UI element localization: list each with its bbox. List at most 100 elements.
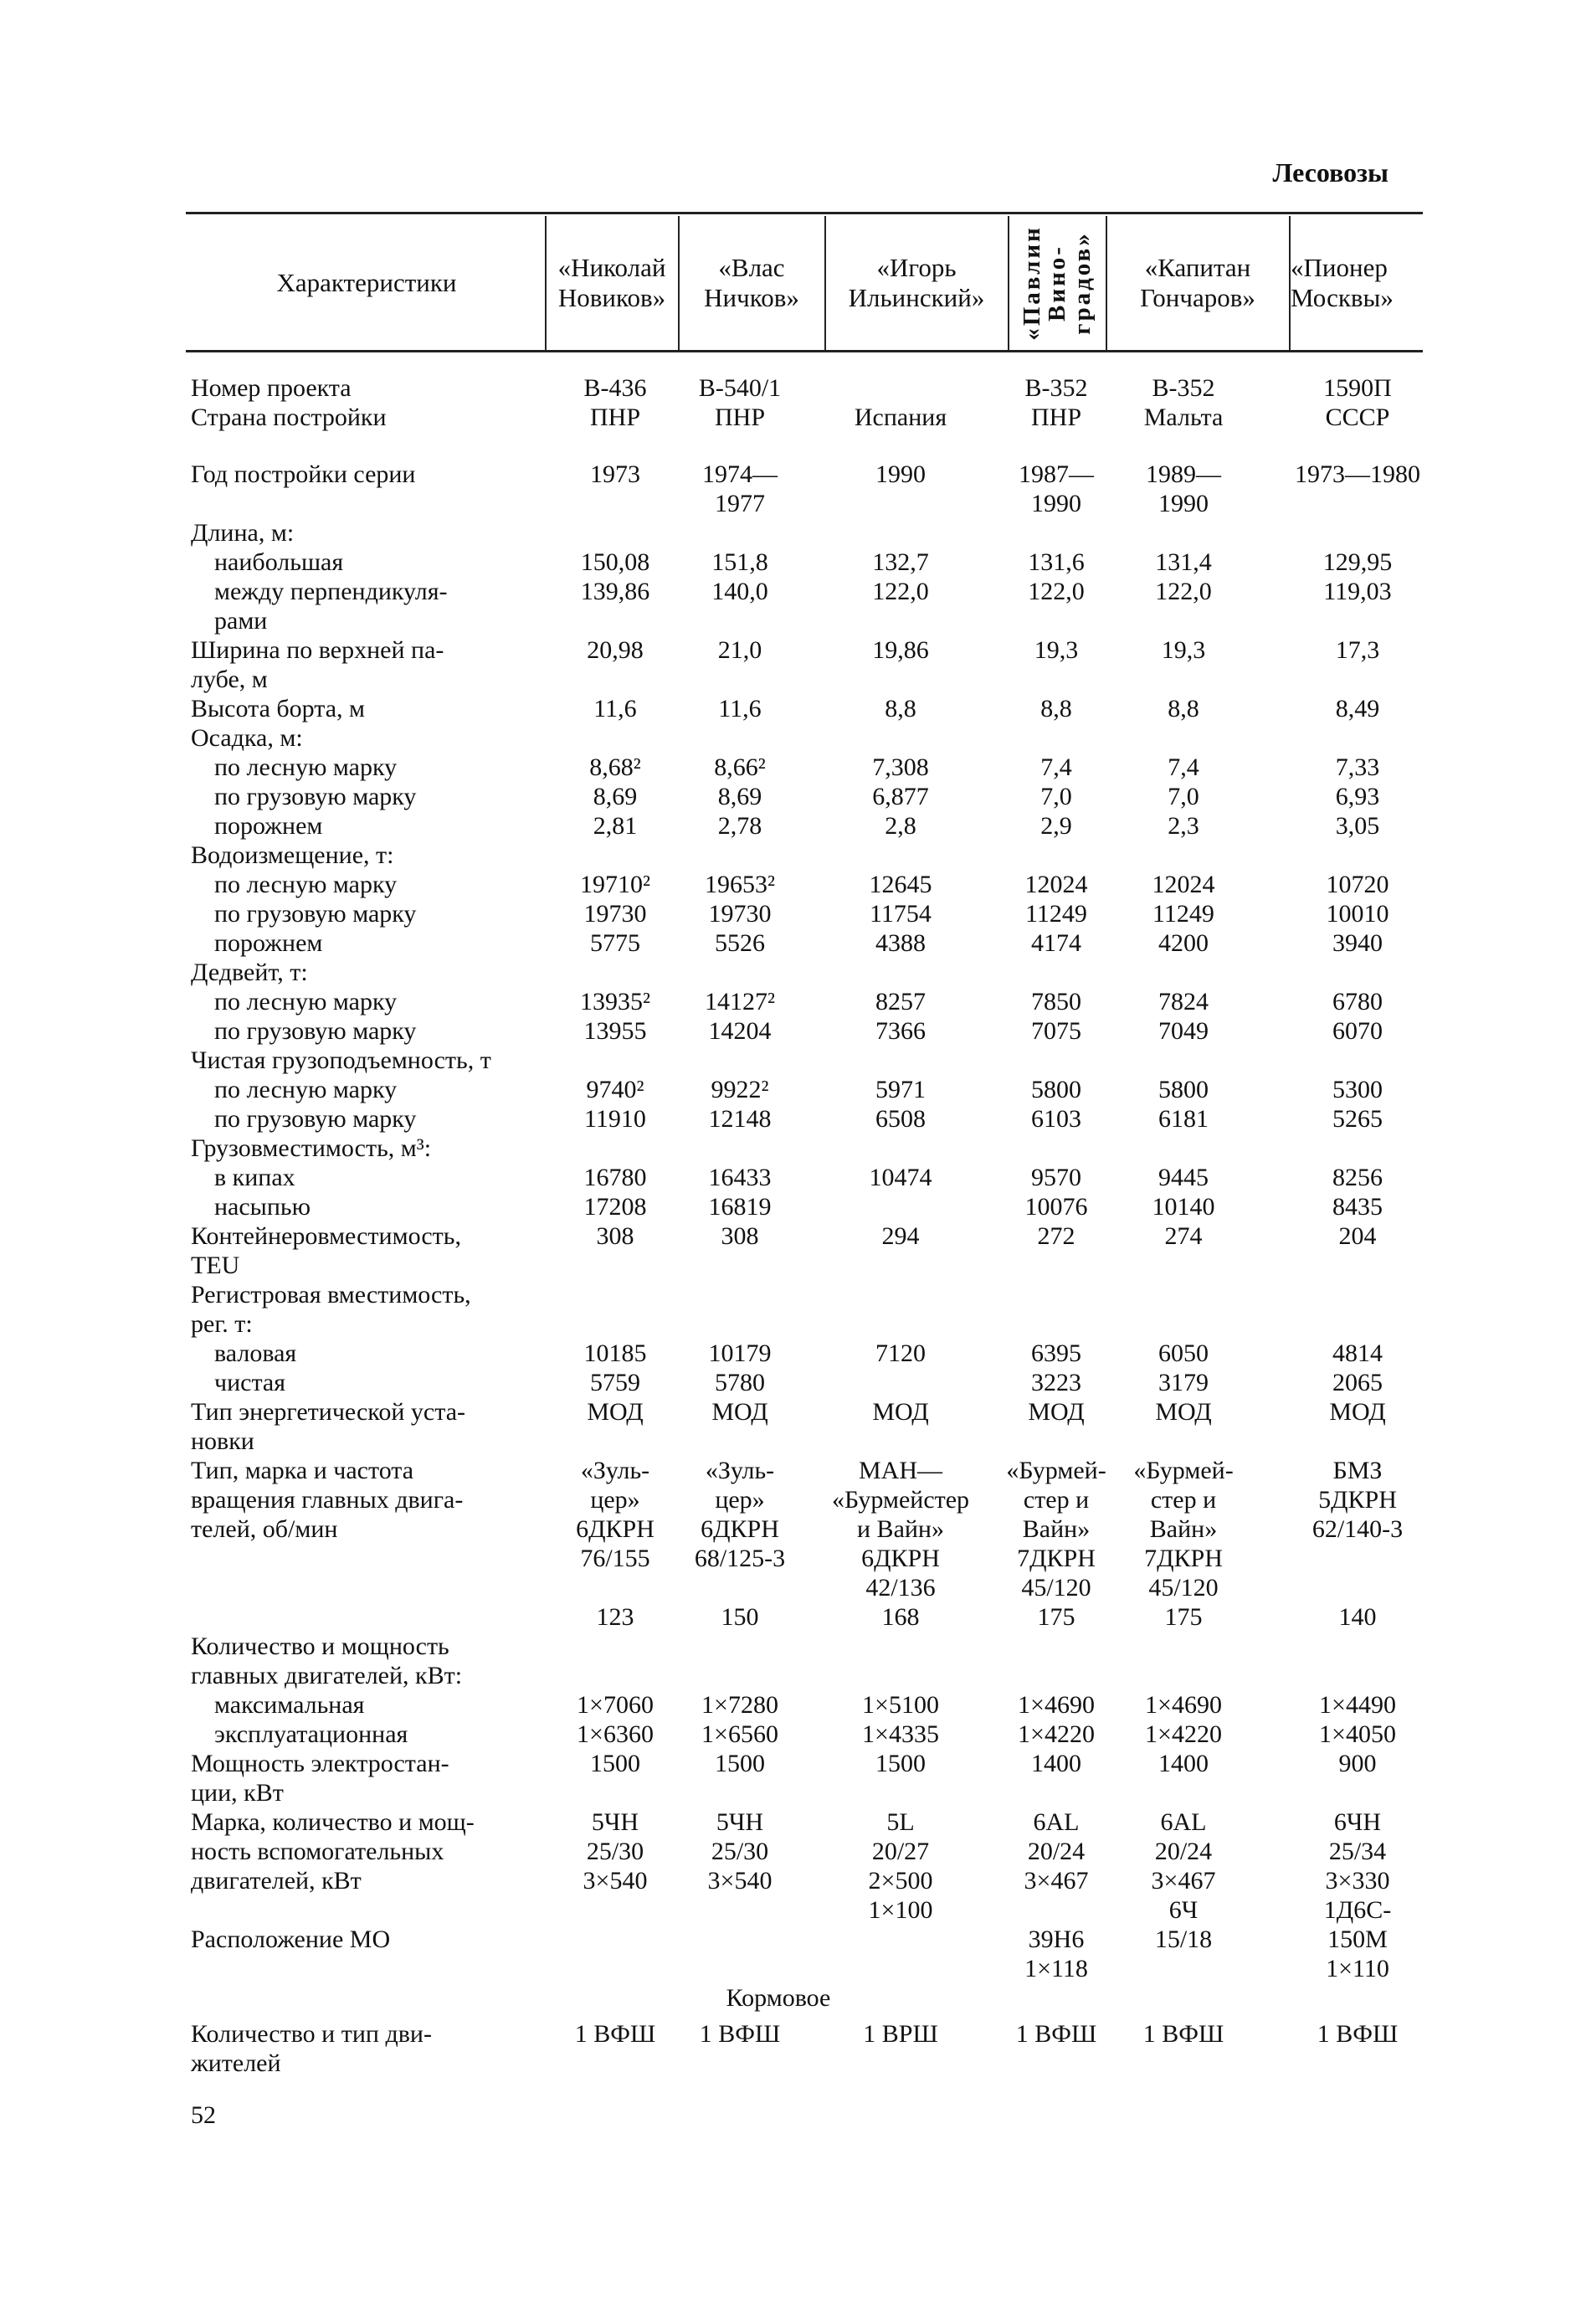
table-cell: 8257 [875, 988, 926, 1015]
table-cell: 6508 [875, 1105, 926, 1133]
table-cell: 139,86 [580, 578, 650, 605]
row-label: по грузовую марку [214, 1105, 417, 1133]
table-cell: 2065 [1332, 1369, 1383, 1396]
table-cell: 5300 [1332, 1076, 1383, 1103]
table-cell: МОД [872, 1398, 929, 1426]
table-row: по лесную марку 8,68² 8,66² 7,308 7,4 7,4 7,33 [0, 753, 1581, 782]
page-number: 52 [191, 2101, 216, 2129]
table-cell: 1500 [715, 1750, 765, 1777]
table-cell: 1×4490 [1319, 1691, 1396, 1719]
table-cell: 8,69 [717, 783, 762, 810]
table-cell: 1×6560 [701, 1720, 778, 1748]
header-column: «Николай Новиков» [557, 253, 666, 312]
table-row: по лесную марку 9740² 9922² 5971 5800 5800 530… [0, 1075, 1581, 1104]
table-cell: 10179 [708, 1339, 772, 1367]
table-cell: 1990 [875, 460, 926, 488]
column-divider [824, 216, 826, 350]
row-label: Водоизмещение, т: [191, 841, 394, 869]
table-cell: 19730 [708, 900, 772, 928]
table-cell: МОД [1155, 1398, 1212, 1426]
table-cell: 10140 [1152, 1193, 1215, 1221]
header-bottom-rule [186, 350, 1423, 352]
table-row: по лесную марку 13935² 14127² 8257 7850 7824 6… [0, 987, 1581, 1016]
table-cell: «Бурмей- стер и Вайн» 7ДКРН 45/120 175 [1006, 1457, 1106, 1631]
table-row: Количество и мощность главных двигателей… [0, 1632, 1581, 1690]
table-cell: 8,49 [1335, 695, 1380, 722]
table-row: чистая 5759 5780 3223 3179 2065 [0, 1368, 1581, 1397]
table-row: валовая 10185 10179 7120 6395 6050 4814 [0, 1339, 1581, 1368]
row-label: Длина, м: [191, 519, 295, 547]
table-cell: 10474 [869, 1164, 932, 1191]
table-row: Страна постройки ПНР ПНР Испания ПНР Мальта СС… [0, 403, 1581, 432]
row-label: Ширина по верхней па- лубе, м [191, 636, 444, 693]
table-cell: 2,8 [885, 812, 916, 840]
table-cell: МОД [1028, 1398, 1085, 1426]
table-row: Тип, марка и частота вращения главных дв… [0, 1456, 1581, 1632]
table-cell: 1×5100 [862, 1691, 939, 1719]
row-label: Количество и тип дви- жителей [191, 2020, 432, 2077]
row-label: по лесную марку [214, 1076, 398, 1103]
column-divider [1106, 216, 1107, 350]
table-cell: 1500 [875, 1750, 926, 1777]
row-label: по лесную марку [214, 871, 398, 898]
table-cell: Испания [854, 404, 947, 431]
table-cell: 1×4690 [1018, 1691, 1095, 1719]
table-cell: 1×7280 [701, 1691, 778, 1719]
table-cell: 6ЧН 25/34 3×330 1Д6С- 150М 1×110 [1323, 1808, 1392, 1982]
table-row: по грузовую марку 19730 19730 11754 11249 112… [0, 899, 1581, 928]
table-row: порожнем 2,81 2,78 2,8 2,9 2,3 3,05 [0, 811, 1581, 841]
row-label: Мощность электростан- ции, кВт [191, 1750, 449, 1807]
row-label: Тип, марка и частота вращения главных дв… [191, 1457, 464, 1543]
table-cell: 7,33 [1335, 753, 1380, 781]
table-cell: 20,98 [587, 636, 644, 664]
table-row: Тип энергетической уста- новки МОД МОД МОД М… [0, 1397, 1581, 1456]
table-row: между перпендикуля- рами 139,86 140,0 122,0… [0, 577, 1581, 635]
table-cell: 7120 [875, 1339, 926, 1367]
table-cell: 16819 [708, 1193, 772, 1221]
table-cell: 900 [1338, 1750, 1377, 1777]
table-cell: БМЗ 5ДКРН 62/140-3 140 [1312, 1457, 1404, 1631]
header-column: «Пионер Москвы» [1291, 253, 1394, 312]
column-divider [1008, 216, 1009, 350]
table-cell: 9922² [711, 1076, 769, 1103]
table-cell: 7,4 [1040, 753, 1072, 781]
table-cell: 9570 [1031, 1164, 1081, 1191]
table-cell: 19710² [580, 871, 650, 898]
table-cell: 6,93 [1335, 783, 1380, 810]
table-cell: 11249 [1025, 900, 1087, 928]
table-cell: 1400 [1158, 1750, 1209, 1777]
table-row: Осадка, м: [0, 723, 1581, 753]
table-row: Ширина по верхней па- лубе, м 20,98 21,0 19… [0, 635, 1581, 694]
row-label: Номер проекта [191, 374, 352, 402]
table-cell: ПНР [589, 404, 640, 431]
table-cell: 21,0 [717, 636, 762, 664]
table-cell: 3179 [1158, 1369, 1209, 1396]
table-cell: 1×7060 [577, 1691, 654, 1719]
table-cell: 5775 [590, 929, 640, 957]
row-label: Грузовместимость, м³: [191, 1134, 432, 1162]
table-cell: 7,0 [1040, 783, 1072, 810]
table-row: порожнем 5775 5526 4388 4174 4200 3940 [0, 928, 1581, 958]
table-cell: 5971 [875, 1076, 926, 1103]
column-divider [678, 216, 680, 350]
row-label: между перпендикуля- рами [214, 578, 448, 635]
row-label: Дедвейт, т: [191, 959, 308, 986]
row-label: Осадка, м: [191, 724, 303, 752]
table-cell: 7,4 [1168, 753, 1199, 781]
column-divider [1289, 216, 1291, 350]
header-column: «Игорь Ильинский» [848, 253, 985, 312]
table-cell: 1×4220 [1145, 1720, 1222, 1748]
row-label: Марка, количество и мощ- ность вспомогат… [191, 1808, 475, 1953]
table-row: Длина, м: [0, 518, 1581, 548]
table-cell: 1 ВФШ [574, 2020, 656, 2048]
header-top-rule [186, 212, 1423, 214]
table-cell: 1×4335 [862, 1720, 939, 1748]
table-cell: 5ЧН 25/30 3×540 [583, 1808, 648, 1895]
table-cell: ПНР [714, 404, 765, 431]
table-cell: 7,308 [872, 753, 929, 781]
table-cell: 17,3 [1335, 636, 1380, 664]
table-cell: 1590П [1323, 374, 1392, 402]
table-cell: 308 [721, 1222, 759, 1250]
table-cell: 140,0 [711, 578, 768, 605]
table-cell: 5L 20/27 2×500 1×100 [868, 1808, 933, 1924]
